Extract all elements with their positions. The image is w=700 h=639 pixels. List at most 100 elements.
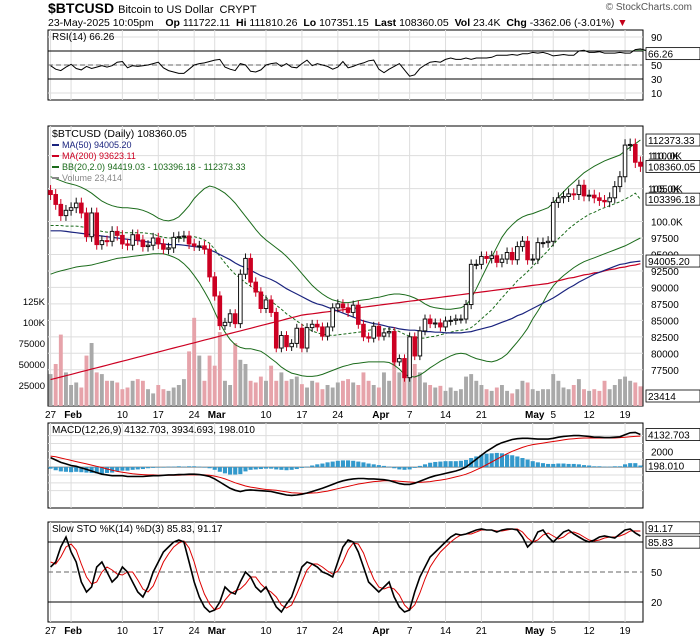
volume-bar: [315, 382, 320, 406]
candle-body: [566, 193, 571, 197]
x-axis-label: 7: [407, 410, 413, 421]
macd-histogram-bar: [330, 461, 335, 468]
macd-histogram-bar: [556, 463, 561, 468]
last-value: 108360.05: [399, 17, 449, 29]
volume-bar: [535, 390, 540, 406]
volume-bar: [551, 374, 556, 406]
macd-histogram-bar: [520, 458, 525, 468]
candle-body: [576, 184, 582, 196]
candle-body: [48, 190, 53, 196]
volume-bar: [556, 380, 561, 406]
macd-histogram-bar: [617, 466, 622, 468]
x-axis-label: Apr: [372, 410, 389, 421]
candle-body: [268, 299, 274, 313]
volume-bar: [228, 385, 233, 406]
candle-body: [356, 304, 361, 325]
price-tick-label: 82500: [651, 333, 679, 344]
macd-histogram-bar: [453, 461, 458, 468]
macd-histogram-bar: [130, 467, 135, 470]
candle-body: [304, 327, 310, 349]
sto-d-last-label-box: [645, 521, 700, 535]
volume-bar: [258, 376, 263, 406]
volume-bar: [171, 387, 176, 406]
candle-body: [494, 255, 500, 263]
macd-histogram-bar: [197, 466, 202, 468]
macd-histogram-bar: [597, 466, 602, 468]
macd-histogram-bar: [407, 467, 412, 470]
macd-histogram-bar: [310, 465, 315, 468]
volume-bar: [161, 389, 166, 406]
candle-body: [109, 230, 115, 242]
macd-histogram-bar: [53, 467, 58, 471]
candle-body: [181, 235, 187, 238]
macd-histogram-bar: [433, 461, 438, 468]
symbol: $BTCUSD: [48, 0, 115, 16]
rsi-tick-label: 30: [651, 75, 663, 86]
volume-bar: [371, 385, 376, 406]
candle-body: [386, 331, 392, 334]
volume-bar: [269, 365, 274, 406]
volume-bar: [576, 379, 581, 406]
volume-bar: [402, 368, 407, 406]
macd-histogram-bar: [474, 456, 479, 468]
macd-title: MACD(12,26,9) 4132.703, 3934.693, 198.01…: [52, 425, 255, 436]
macd-histogram-bar: [125, 467, 130, 471]
macd-histogram-bar: [74, 467, 79, 472]
symbol-name: Bitcoin to US Dollar: [118, 4, 214, 16]
candle-body: [89, 212, 94, 238]
candle-body: [397, 358, 402, 363]
exchange: CRYPT: [219, 4, 257, 16]
macd-histogram-bar: [274, 467, 279, 470]
volume-bar: [110, 380, 115, 406]
price-tick-label: 105.0K: [651, 185, 683, 196]
macd-histogram-bar: [587, 465, 592, 468]
macd-histogram-bar: [346, 460, 351, 468]
volume-bar: [294, 376, 299, 406]
volume-bar: [140, 380, 145, 406]
volume-bar: [530, 389, 535, 406]
macd-histogram-bar: [448, 461, 453, 468]
x-axis-label-bottom: 14: [440, 626, 452, 637]
volume-bar: [546, 389, 551, 406]
macd-histogram-bar: [212, 467, 217, 470]
candle-body: [458, 318, 464, 321]
volume-bar: [346, 379, 351, 406]
candle-body: [186, 235, 192, 245]
macd-histogram-bar: [228, 467, 233, 475]
volume-bar: [84, 355, 89, 406]
quote-date: 23-May-2025 10:05pm: [48, 17, 154, 29]
volume-bar: [602, 380, 607, 406]
candle-body: [140, 239, 146, 248]
volume-bar: [582, 389, 586, 406]
macd-histogram-bar: [571, 463, 576, 468]
candle-body: [607, 197, 612, 203]
candle-body: [474, 263, 479, 266]
macd-histogram-bar: [299, 467, 304, 468]
candle-body: [84, 212, 89, 238]
macd-histogram-bar: [192, 466, 197, 468]
candle-body: [79, 202, 84, 214]
candle-body: [243, 257, 248, 275]
macd-histogram-bar: [540, 463, 546, 468]
volume-bar: [382, 372, 386, 406]
candle-body: [407, 336, 412, 379]
volume-bar: [525, 382, 530, 406]
volume-bar: [279, 372, 284, 406]
volume-bar: [166, 390, 171, 406]
rsi-last-label: 66.26: [648, 50, 673, 61]
volume-bar: [638, 386, 643, 406]
volume-bar: [299, 384, 304, 406]
macd-histogram-bar: [479, 454, 484, 468]
macd-histogram-bar: [376, 465, 381, 468]
macd-histogram-bar: [294, 467, 299, 470]
bb-middle-line: [50, 192, 641, 339]
macd-histogram-bar: [397, 467, 402, 470]
volume-tick-label: 125K: [23, 297, 46, 308]
volume-bar: [89, 343, 94, 406]
candle-body: [412, 336, 418, 357]
ma50-value: 94005.20: [648, 257, 690, 268]
macd-histogram-bar: [135, 467, 140, 470]
macd-histogram-bar: [222, 467, 228, 474]
volume-bar: [120, 389, 125, 406]
volume-bar: [361, 372, 366, 406]
